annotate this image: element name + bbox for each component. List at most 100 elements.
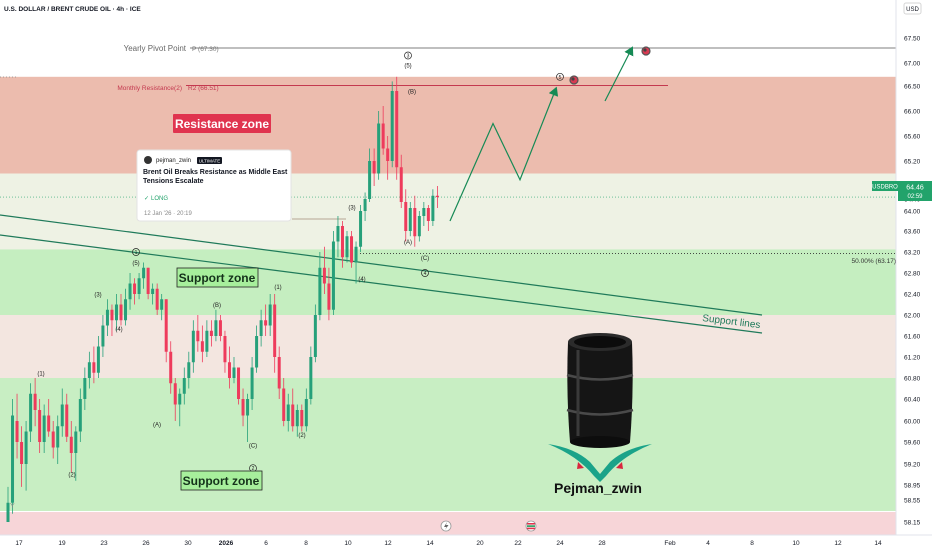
- candle: [331, 231, 335, 315]
- candle: [51, 421, 55, 459]
- wave-label: (4): [115, 327, 122, 333]
- wave-circle-text: 4: [424, 271, 427, 277]
- resistance-zone-text: Resistance zone: [175, 117, 269, 131]
- candle: [399, 154, 403, 208]
- wave-label: (B): [408, 90, 416, 96]
- support-line-upper: [0, 214, 763, 316]
- candle: [282, 378, 286, 427]
- candle: [137, 273, 141, 300]
- chart-title: U.S. DOLLAR / BRENT CRUDE OIL · 4h · ICE: [4, 6, 141, 13]
- y-tick-label: 61.60: [904, 334, 921, 341]
- candle: [223, 330, 227, 373]
- x-tick-label: 4: [706, 540, 710, 547]
- candle: [395, 76, 399, 180]
- candle: [78, 388, 82, 442]
- x-tick-label: 8: [750, 540, 754, 547]
- idea-author: pejman_zwin: [156, 158, 191, 164]
- candle: [232, 357, 236, 384]
- idea-timestamp: 12 Jan '26 · 20:19: [144, 211, 193, 217]
- x-tick-label: 2026: [219, 540, 234, 547]
- wave-label: (5): [404, 64, 411, 70]
- wave-label: (B): [213, 303, 221, 309]
- candle: [33, 378, 37, 427]
- candle: [273, 294, 277, 373]
- candle: [390, 81, 394, 168]
- candle: [69, 421, 73, 473]
- candle: [114, 294, 118, 331]
- wave-label: (A): [153, 422, 161, 428]
- x-tick-label: 8: [304, 540, 308, 547]
- x-tick-label: 10: [344, 540, 352, 547]
- candle: [209, 320, 213, 347]
- candle: [56, 415, 60, 464]
- x-tick-label: 26: [142, 540, 150, 547]
- pivot-tag: P (67.30): [192, 46, 219, 53]
- countdown: 02:59: [907, 194, 923, 200]
- author-avatar: [144, 156, 152, 164]
- candle: [426, 205, 430, 231]
- fib-label: 50.00% (63.17): [852, 258, 896, 265]
- support-zone-label-lower: Support zone: [180, 470, 263, 491]
- x-tick-label: 6: [264, 540, 268, 547]
- wave-circle-text: 1: [135, 250, 138, 256]
- candle: [304, 388, 308, 432]
- y-tick-label: 58.55: [904, 498, 921, 505]
- candle: [128, 273, 132, 310]
- candle: [142, 262, 146, 289]
- idea-title[interactable]: Brent Oil Breaks Resistance as Middle Ea…: [143, 169, 288, 185]
- flag-icon[interactable]: [525, 520, 537, 532]
- mid-band: [0, 173, 896, 250]
- candle: [309, 346, 313, 405]
- candle: [354, 241, 358, 284]
- lightning-icon[interactable]: [440, 520, 452, 532]
- candle: [187, 351, 191, 389]
- candle: [65, 393, 69, 442]
- candle: [372, 148, 376, 186]
- wave-circle-text: 2: [252, 466, 255, 472]
- wave-labels: (1) (2) (3) (4) (5) (A) (B) (C) (1) (2) (3) (4) (5) (…: [37, 51, 564, 479]
- x-tick-label: 14: [874, 540, 882, 547]
- candle: [151, 283, 155, 305]
- candle: [300, 404, 304, 432]
- candle: [178, 388, 182, 427]
- last-price: 64.46: [906, 185, 924, 192]
- wave-label: (C): [249, 444, 257, 450]
- candle: [24, 421, 28, 491]
- candle: [295, 404, 299, 437]
- time-axis[interactable]: 17 19 23 26 30 2026 6 8 10 12 14 20 22 24 28 Feb 4 8 10 12 1…: [0, 534, 932, 550]
- x-tick-label: 19: [58, 540, 66, 547]
- candle: [92, 346, 96, 384]
- idea-badge: ULTIMATE: [199, 159, 221, 164]
- y-tick-label: 62.40: [904, 292, 921, 299]
- candle: [191, 320, 195, 373]
- price-axis[interactable]: USD 58.15 58.55 58.95 59.20 59.60 60.00 60.40 6…: [895, 0, 932, 535]
- idea-card[interactable]: pejman_zwin ULTIMATE Brent Oil Breaks Re…: [136, 149, 292, 222]
- y-tick-label: 58.95: [904, 483, 921, 490]
- candle: [435, 186, 439, 208]
- currency-label: USD: [906, 7, 919, 13]
- y-tick-label: 62.00: [904, 313, 921, 320]
- candle: [214, 309, 218, 342]
- y-tick-label: 62.80: [904, 271, 921, 278]
- candle: [218, 315, 222, 342]
- candle: [105, 299, 109, 336]
- candle: [413, 195, 417, 247]
- wave-label: (4): [358, 277, 365, 283]
- oil-barrel-logo: [548, 333, 652, 482]
- y-tick-label: 65.20: [904, 159, 921, 166]
- candle: [286, 393, 290, 432]
- candle: [237, 367, 241, 405]
- wave-label: (1): [274, 285, 281, 291]
- wave-circle-label: 4: [421, 269, 429, 277]
- y-tick-label: 61.20: [904, 355, 921, 362]
- candle: [277, 346, 281, 399]
- candle: [340, 221, 344, 268]
- y-tick-label: 63.60: [904, 229, 921, 236]
- wave-label: (3): [348, 206, 355, 212]
- y-tick-label: 60.80: [904, 376, 921, 383]
- x-tick-label: 17: [15, 540, 23, 547]
- wave-circle-label: 1: [132, 248, 140, 256]
- candle: [83, 367, 87, 410]
- x-tick-label: Feb: [664, 540, 676, 547]
